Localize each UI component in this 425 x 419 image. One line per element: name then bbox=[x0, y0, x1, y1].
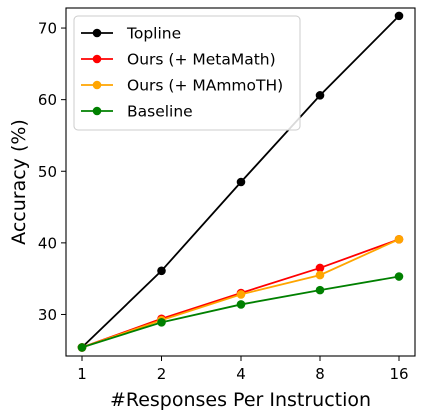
legend-swatch-marker bbox=[92, 54, 102, 64]
y-axis-title: Accuracy (%) bbox=[8, 119, 30, 245]
legend-item-baseline: Baseline bbox=[81, 103, 193, 121]
legend-item-ours-mammoth: Ours (+ MAmmoTH) bbox=[81, 77, 283, 95]
y-axis: 30 40 50 60 70 bbox=[38, 20, 66, 324]
y-tick-label: 30 bbox=[38, 306, 57, 324]
data-point-baseline-2 bbox=[157, 318, 166, 327]
x-tick-label: 8 bbox=[315, 365, 325, 383]
data-point-topline-4 bbox=[236, 177, 246, 187]
legend-item-ours-metamath: Ours (+ MetaMath) bbox=[81, 51, 276, 69]
series-baseline bbox=[77, 272, 404, 352]
data-point-baseline-16 bbox=[394, 272, 404, 281]
legend-label: Ours (+ MAmmoTH) bbox=[127, 77, 283, 95]
data-point-ours-mammoth-4 bbox=[236, 290, 246, 299]
data-point-topline-16 bbox=[394, 11, 404, 21]
legend-swatch-marker bbox=[92, 28, 102, 38]
x-axis-title: #Responses Per Instruction bbox=[110, 389, 371, 411]
data-point-baseline-8 bbox=[315, 285, 325, 295]
legend-swatch-marker bbox=[92, 80, 102, 90]
x-tick-label: 4 bbox=[236, 365, 246, 383]
data-point-baseline-1 bbox=[77, 343, 87, 352]
data-point-topline-2 bbox=[157, 266, 166, 276]
series-layer bbox=[77, 11, 404, 352]
legend-frame bbox=[73, 15, 301, 131]
legend-label: Baseline bbox=[127, 103, 193, 121]
data-point-baseline-4 bbox=[236, 300, 246, 309]
series-line-baseline bbox=[81, 275, 400, 349]
y-tick-label: 60 bbox=[38, 91, 57, 109]
legend-label: Ours (+ MetaMath) bbox=[127, 51, 276, 69]
y-tick-label: 70 bbox=[38, 20, 57, 38]
x-tick-label: 2 bbox=[157, 365, 167, 383]
data-point-ours-metamath-8 bbox=[315, 263, 325, 273]
legend-label: Topline bbox=[126, 25, 181, 43]
data-point-ours-mammoth-8 bbox=[315, 270, 325, 280]
legend: Topline Ours (+ MetaMath) Ours (+ MAmmoTH)… bbox=[73, 15, 301, 131]
x-tick-label: 16 bbox=[389, 365, 408, 383]
legend-item-topline: Topline bbox=[81, 25, 181, 43]
y-tick-label: 50 bbox=[38, 163, 57, 181]
data-point-topline-8 bbox=[315, 91, 325, 100]
x-tick-label: 1 bbox=[77, 365, 87, 383]
legend-swatch-marker bbox=[92, 106, 102, 116]
x-axis: 1 2 4 8 16 bbox=[77, 356, 409, 383]
y-tick-label: 40 bbox=[38, 234, 57, 252]
data-point-ours-mammoth-16 bbox=[394, 234, 404, 244]
